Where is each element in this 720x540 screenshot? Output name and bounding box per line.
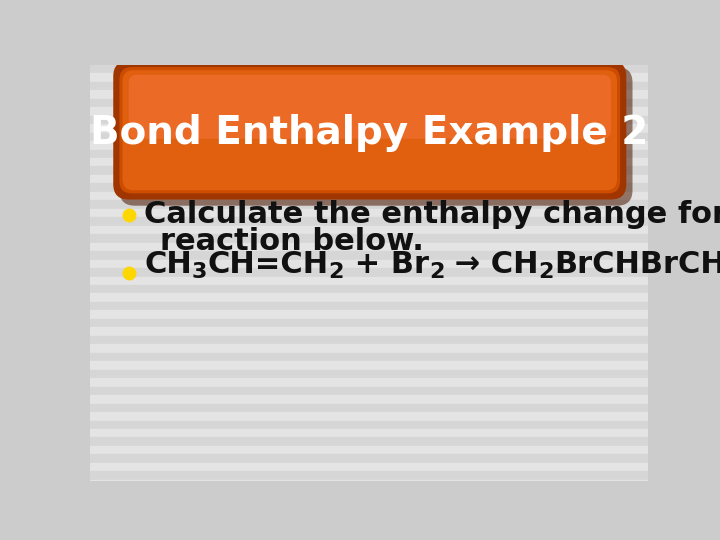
- Bar: [90, 412, 648, 421]
- Bar: [90, 319, 648, 327]
- Bar: [90, 488, 648, 497]
- Text: 2: 2: [328, 262, 344, 282]
- Bar: [90, 116, 648, 124]
- Bar: [90, 353, 648, 361]
- Text: CH: CH: [144, 249, 192, 279]
- Text: 2: 2: [429, 262, 444, 282]
- Bar: [90, 395, 648, 403]
- Bar: [90, 294, 648, 302]
- Bar: [90, 471, 648, 480]
- Bar: [90, 539, 648, 540]
- Bar: [90, 124, 648, 132]
- Bar: [90, 361, 648, 370]
- Text: + Br: + Br: [344, 249, 429, 279]
- FancyBboxPatch shape: [122, 70, 617, 190]
- Bar: [90, 150, 648, 158]
- Bar: [90, 429, 648, 437]
- Text: → CH: → CH: [444, 249, 539, 279]
- Bar: [90, 90, 648, 99]
- Bar: [90, 505, 648, 514]
- FancyBboxPatch shape: [120, 67, 620, 193]
- Bar: [90, 480, 648, 488]
- Bar: [90, 234, 648, 242]
- Bar: [90, 345, 648, 353]
- Bar: [90, 200, 648, 209]
- Bar: [90, 226, 648, 234]
- FancyBboxPatch shape: [129, 75, 611, 139]
- Bar: [90, 184, 648, 192]
- Bar: [90, 166, 648, 175]
- Bar: [90, 421, 648, 429]
- Bar: [90, 107, 648, 116]
- Bar: [90, 276, 648, 285]
- Bar: [90, 302, 648, 310]
- Text: 3: 3: [192, 262, 207, 282]
- Bar: [90, 403, 648, 412]
- Bar: [90, 217, 648, 226]
- Bar: [90, 260, 648, 268]
- Bar: [90, 251, 648, 260]
- Bar: [90, 65, 648, 73]
- Bar: [90, 437, 648, 446]
- Bar: [90, 73, 648, 82]
- Bar: [90, 99, 648, 107]
- Bar: [90, 285, 648, 294]
- Text: Calculate the enthalpy change for the: Calculate the enthalpy change for the: [144, 200, 720, 230]
- Bar: [90, 141, 648, 150]
- Text: Bond Enthalpy Example 2: Bond Enthalpy Example 2: [90, 114, 648, 152]
- Bar: [90, 446, 648, 455]
- Bar: [90, 387, 648, 395]
- Text: 2: 2: [539, 262, 554, 282]
- Bar: [90, 522, 648, 531]
- Bar: [90, 192, 648, 200]
- Bar: [90, 497, 648, 505]
- Bar: [90, 327, 648, 336]
- Text: BrCHBrCH: BrCHBrCH: [554, 249, 720, 279]
- Bar: [90, 531, 648, 539]
- FancyBboxPatch shape: [113, 61, 626, 200]
- Bar: [90, 209, 648, 217]
- Bar: [90, 268, 648, 276]
- Bar: [90, 514, 648, 522]
- Bar: [90, 336, 648, 345]
- Bar: [90, 132, 648, 141]
- FancyBboxPatch shape: [120, 67, 632, 206]
- Bar: [90, 463, 648, 471]
- Bar: [90, 370, 648, 378]
- Bar: [90, 158, 648, 166]
- Bar: [90, 455, 648, 463]
- Bar: [90, 242, 648, 251]
- Text: CH=CH: CH=CH: [207, 249, 328, 279]
- Bar: [90, 378, 648, 387]
- Text: reaction below.: reaction below.: [160, 227, 423, 256]
- Bar: [90, 175, 648, 184]
- Bar: [90, 82, 648, 90]
- Bar: [90, 310, 648, 319]
